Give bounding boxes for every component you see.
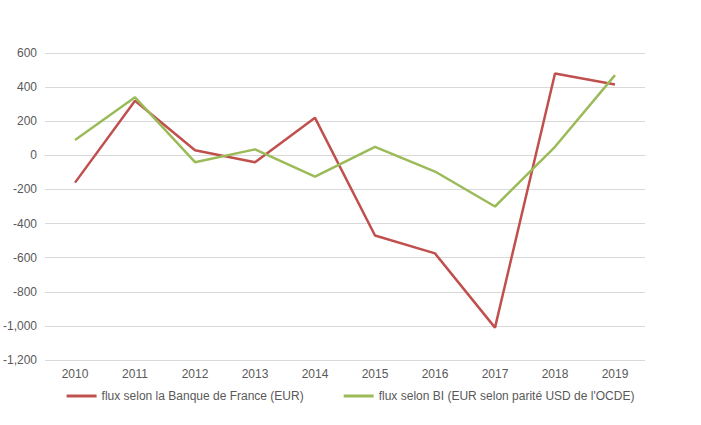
svg-text:2014: 2014 xyxy=(302,367,329,381)
svg-text:600: 600 xyxy=(17,46,37,60)
svg-text:-400: -400 xyxy=(13,217,37,231)
svg-text:0: 0 xyxy=(30,148,37,162)
svg-text:-1,000: -1,000 xyxy=(3,319,37,333)
svg-text:2016: 2016 xyxy=(422,367,449,381)
svg-text:2018: 2018 xyxy=(542,367,569,381)
svg-text:-1,200: -1,200 xyxy=(3,353,37,367)
svg-text:flux selon la Banque de France: flux selon la Banque de France (EUR) xyxy=(102,389,304,403)
svg-text:2013: 2013 xyxy=(242,367,269,381)
svg-text:2010: 2010 xyxy=(62,367,89,381)
svg-text:-600: -600 xyxy=(13,251,37,265)
svg-text:2011: 2011 xyxy=(122,367,148,381)
svg-text:2019: 2019 xyxy=(602,367,629,381)
svg-text:-800: -800 xyxy=(13,285,37,299)
svg-text:2015: 2015 xyxy=(362,367,389,381)
svg-text:200: 200 xyxy=(17,114,37,128)
svg-text:flux selon BI (EUR selon parit: flux selon BI (EUR selon parité USD de l… xyxy=(379,389,635,403)
svg-text:-200: -200 xyxy=(13,182,37,196)
svg-text:2012: 2012 xyxy=(182,367,209,381)
svg-text:2017: 2017 xyxy=(482,367,509,381)
svg-text:400: 400 xyxy=(17,80,37,94)
